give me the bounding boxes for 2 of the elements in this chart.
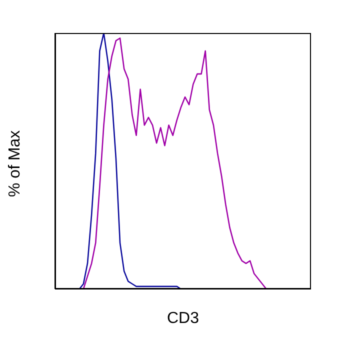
x-axis-title: CD3 bbox=[166, 310, 200, 327]
y-axis-title: % of Max bbox=[6, 130, 24, 197]
